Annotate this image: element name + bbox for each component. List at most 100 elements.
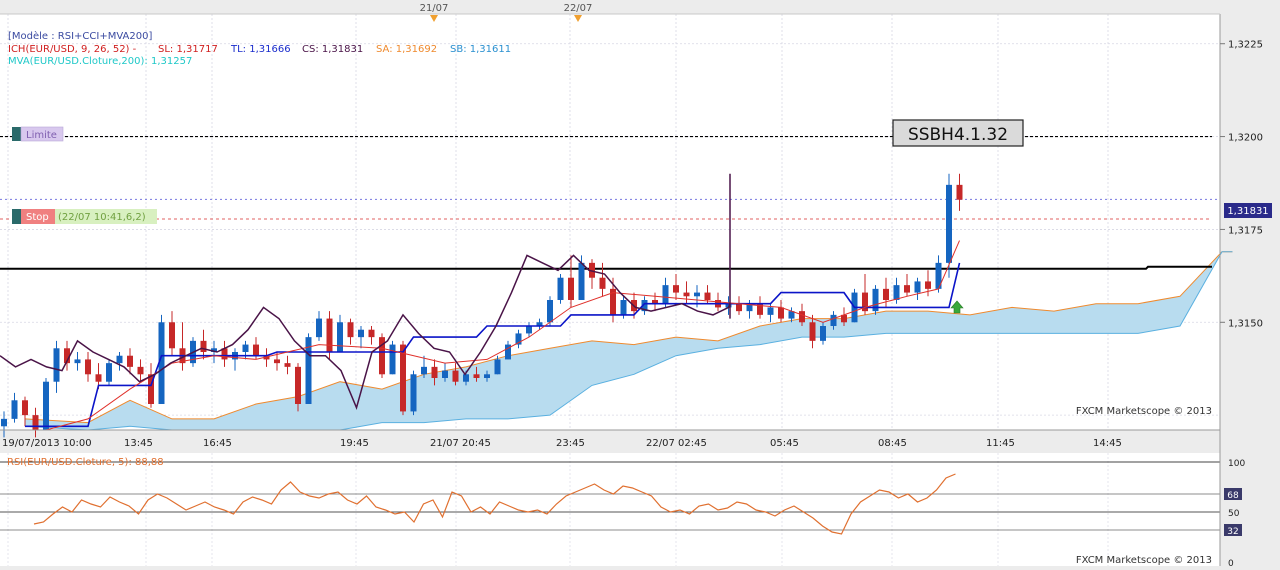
time-tick-label: 16:45	[203, 438, 232, 449]
top-marker-triangle-icon	[430, 15, 438, 22]
price-tick-label: 1,3150	[1228, 318, 1263, 329]
rsi-level-label: 32	[1227, 527, 1238, 537]
candle-body-up	[620, 300, 627, 315]
candle-body-up	[662, 285, 669, 304]
time-tick-label: 23:45	[556, 438, 585, 449]
rsi-axis: 100 68 50 32 0	[1224, 459, 1245, 569]
candle-body-down	[673, 285, 679, 293]
candle-body-up	[421, 366, 427, 375]
current-price-value: 1,31831	[1227, 206, 1268, 217]
candle-body-down	[221, 348, 228, 360]
candle-body-up	[767, 307, 774, 315]
stop-tag-handle[interactable]	[12, 209, 21, 224]
cs-value: CS: 1,31831	[302, 44, 363, 55]
candle-body-down	[431, 366, 438, 378]
candle-body-up	[53, 348, 60, 382]
candle-body-down	[568, 277, 574, 300]
candle-body-up	[494, 359, 501, 375]
model-label: [Modèle : RSI+CCI+MVA200]	[8, 30, 152, 42]
rsi-level-tag	[1224, 488, 1242, 500]
candle-body-down	[862, 292, 868, 312]
price-tick-label: 1,3175	[1228, 225, 1263, 236]
candle-body-up	[116, 355, 123, 364]
candle-body-up	[410, 374, 417, 412]
candle-body-up	[820, 326, 826, 341]
stop-order-tag[interactable]: Stop (22/07 10:41,6,2)	[12, 209, 157, 224]
candle-body-up	[946, 184, 952, 263]
candle-body-down	[473, 374, 480, 378]
time-tick-label: 05:45	[770, 438, 799, 449]
annotation-box-frame[interactable]	[892, 119, 1024, 147]
sa-value: SA: 1,31692	[376, 44, 437, 55]
candle-body-down	[799, 311, 805, 323]
rsi-level-label: 0	[1228, 559, 1234, 566]
candle-body-up	[43, 381, 49, 430]
stop-tag-label-bg[interactable]	[21, 209, 55, 224]
stop-detail-text: (22/07 10:41,6,2)	[58, 212, 146, 223]
support-line	[0, 265, 1212, 270]
candle-body-down	[32, 415, 39, 430]
current-price-tag: 1,31831	[1224, 203, 1272, 218]
stop-tag-label[interactable]: Stop	[26, 212, 49, 223]
candle-body-up	[641, 300, 648, 312]
candle-body-up	[578, 262, 585, 300]
candle-body-up	[305, 337, 312, 404]
limit-tag-label[interactable]: Limite	[26, 130, 57, 141]
candle-body-down	[652, 300, 658, 304]
candle-body-down	[610, 288, 616, 315]
limit-tag-label-bg[interactable]	[20, 126, 64, 142]
candle-body-up	[389, 344, 396, 375]
kijun-sen-line	[25, 262, 961, 428]
indicator-header: [Modèle : RSI+CCI+MVA200] ICH(EUR/USD, 9…	[8, 30, 511, 67]
buy-signal-arrow-icon	[950, 300, 964, 314]
candle-body-up	[158, 322, 165, 404]
watermark-main: FXCM Marketscope © 2013	[1076, 406, 1212, 417]
candle-body-down	[368, 329, 375, 338]
time-tick-label: 21/07 20:45	[430, 438, 491, 449]
sb-value: SB: 1,31611	[450, 44, 511, 55]
sl-value: SL: 1,31717	[158, 44, 218, 55]
time-tick-label: 19/07/2013 10:00	[2, 438, 92, 449]
candle-body-down	[683, 292, 690, 297]
candle-body-up	[935, 262, 942, 289]
ichimoku-label: ICH(EUR/USD, 9, 26, 52) -	[8, 44, 137, 55]
candle-body-down	[379, 337, 385, 375]
candle-body-down	[169, 322, 175, 349]
candle-body-down	[904, 285, 910, 293]
annotation-box[interactable]: SSBH4.1.32	[892, 119, 1024, 147]
candle-body-up	[463, 374, 469, 382]
rsi-plot-area[interactable]	[0, 453, 1220, 566]
candle-body-down	[326, 318, 333, 352]
time-tick-label: 19:45	[340, 438, 369, 449]
limit-tag-handle[interactable]	[12, 127, 21, 141]
time-tick-label: 08:45	[878, 438, 907, 449]
candle-body-down	[22, 400, 28, 416]
top-marker-label: 22/07	[564, 3, 593, 14]
annotation-text[interactable]: SSBH4.1.32	[908, 125, 1008, 145]
limit-order-tag[interactable]: Limite	[12, 126, 64, 142]
candle-body-up	[526, 326, 532, 334]
candle-body-up	[1, 418, 7, 427]
mva-label: MVA(EUR/USD.Cloture,200): 1,31257	[8, 56, 192, 67]
price-tick-label: 1,3225	[1228, 40, 1263, 51]
candle-body-up	[914, 281, 921, 293]
candle-body-up	[505, 344, 511, 360]
candle-body-down	[295, 366, 301, 404]
candle-body-down	[347, 322, 354, 338]
rsi-level-label: 68	[1227, 491, 1239, 501]
candle-body-up	[893, 285, 900, 300]
ichimoku-cloud	[25, 251, 1233, 430]
current-price-tag-bg	[1224, 203, 1272, 218]
top-marker-triangle-icon	[574, 15, 582, 22]
candle-body-down	[400, 344, 406, 412]
candle-body-down	[599, 277, 606, 289]
senkou-span-a-line	[24, 251, 1233, 424]
candle-body-down	[64, 348, 70, 364]
candle-body-down	[148, 374, 154, 404]
candle-body-down	[284, 363, 291, 367]
candle-body-down	[253, 344, 259, 356]
candle-body-up	[788, 311, 795, 319]
candle-body-down	[809, 322, 816, 341]
